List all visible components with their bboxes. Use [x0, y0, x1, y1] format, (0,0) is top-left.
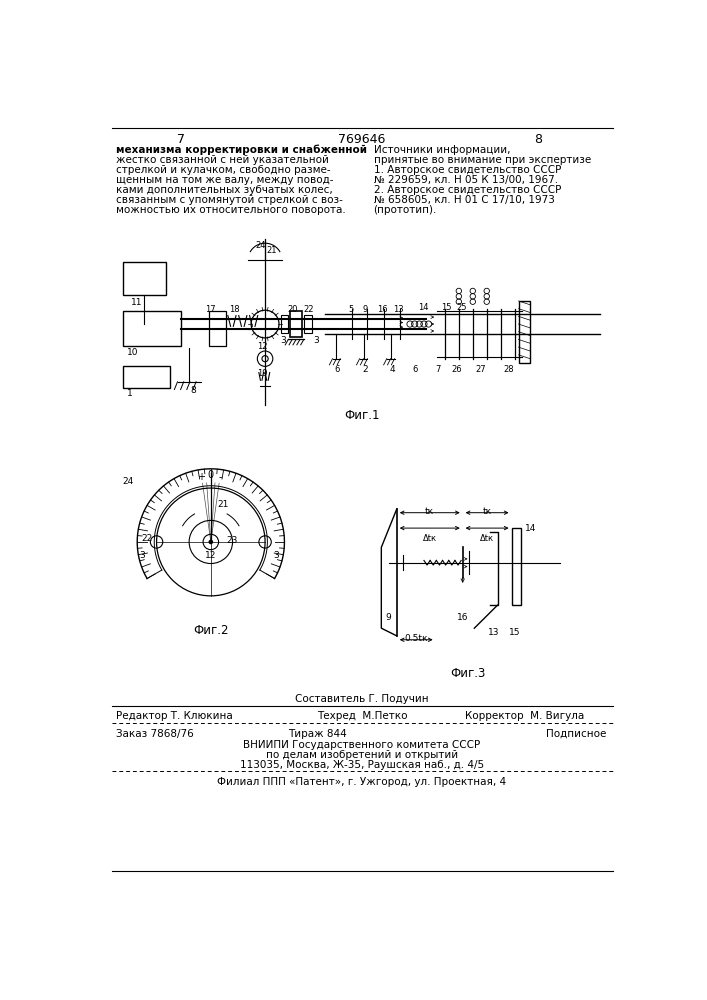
- Text: Источники информации,: Источники информации,: [373, 145, 510, 155]
- Text: (прототип).: (прототип).: [373, 205, 437, 215]
- Text: -: -: [218, 472, 222, 482]
- Text: механизма корректировки и снабженной: механизма корректировки и снабженной: [115, 145, 366, 155]
- Text: щенным на том же валу, между повод-: щенным на том же валу, между повод-: [115, 175, 333, 185]
- Text: 13: 13: [489, 628, 500, 637]
- Text: 12: 12: [204, 551, 216, 560]
- Text: 7: 7: [436, 365, 441, 374]
- Text: 15: 15: [441, 303, 452, 312]
- Text: 1: 1: [127, 389, 133, 398]
- Text: 12: 12: [257, 342, 268, 351]
- Text: Фиг.1: Фиг.1: [344, 409, 380, 422]
- Text: жестко связанной с ней указательной: жестко связанной с ней указательной: [115, 155, 328, 165]
- Text: 23: 23: [226, 536, 238, 545]
- Text: Заказ 7868/76: Заказ 7868/76: [115, 729, 193, 739]
- Bar: [512, 528, 521, 605]
- Text: связанным с упомянутой стрелкой с воз-: связанным с упомянутой стрелкой с воз-: [115, 195, 342, 205]
- Text: 9: 9: [385, 613, 391, 622]
- Text: 0.5tк: 0.5tк: [404, 634, 428, 643]
- Text: 28: 28: [503, 365, 513, 374]
- Text: tк: tк: [483, 507, 491, 516]
- Text: 3: 3: [313, 336, 319, 345]
- Bar: [123, 311, 182, 346]
- Text: tк: tк: [425, 507, 434, 516]
- Text: ВНИИПИ Государственного комитета СССР: ВНИИПИ Государственного комитета СССР: [243, 740, 481, 750]
- Text: 18: 18: [230, 305, 240, 314]
- Text: 11: 11: [131, 298, 143, 307]
- Text: № 229659, кл. Н 05 К 13/00, 1967.: № 229659, кл. Н 05 К 13/00, 1967.: [373, 175, 558, 185]
- Text: 3: 3: [281, 336, 286, 345]
- Text: Редактор Т. Клюкина: Редактор Т. Клюкина: [115, 711, 233, 721]
- Text: 6: 6: [335, 365, 340, 374]
- Text: 4: 4: [389, 365, 395, 374]
- Text: 2: 2: [362, 365, 368, 374]
- Text: по делам изобретений и открытий: по делам изобретений и открытий: [266, 750, 458, 760]
- Text: Филиал ППП «Патент», г. Ужгород, ул. Проектная, 4: Филиал ППП «Патент», г. Ужгород, ул. Про…: [217, 777, 506, 787]
- Bar: [123, 262, 166, 295]
- Text: Тираж 844: Тираж 844: [288, 729, 346, 739]
- Text: 14: 14: [418, 303, 428, 312]
- Bar: [518, 301, 530, 363]
- Text: стрелкой и кулачком, свободно разме-: стрелкой и кулачком, свободно разме-: [115, 165, 330, 175]
- Text: 3: 3: [139, 551, 145, 560]
- Text: 26: 26: [451, 365, 462, 374]
- Text: 25: 25: [457, 303, 467, 312]
- Text: 9: 9: [363, 305, 368, 314]
- Text: 8: 8: [534, 133, 542, 146]
- Text: 113035, Москва, Ж-35, Раушская наб., д. 4/5: 113035, Москва, Ж-35, Раушская наб., д. …: [240, 760, 484, 770]
- Text: Δtк: Δtк: [423, 534, 437, 543]
- Text: 19: 19: [257, 369, 268, 378]
- Text: 16: 16: [378, 305, 388, 314]
- Text: 2. Авторское свидетельство СССР: 2. Авторское свидетельство СССР: [373, 185, 561, 195]
- Text: 3: 3: [273, 551, 279, 560]
- Text: Корректор  М. Вигула: Корректор М. Вигула: [465, 711, 585, 721]
- Text: Фиг.2: Фиг.2: [193, 624, 228, 637]
- Text: Составитель Г. Подучин: Составитель Г. Подучин: [295, 694, 428, 704]
- Text: 22: 22: [304, 305, 315, 314]
- Text: 15: 15: [509, 628, 520, 637]
- Text: ками дополнительных зубчатых колес,: ками дополнительных зубчатых колес,: [115, 185, 332, 195]
- Text: № 658605, кл. Н 01 С 17/10, 1973: № 658605, кл. Н 01 С 17/10, 1973: [373, 195, 554, 205]
- Text: 769646: 769646: [338, 133, 385, 146]
- Text: Фиг.3: Фиг.3: [450, 667, 486, 680]
- Text: Подписное: Подписное: [546, 729, 606, 739]
- Text: 8: 8: [191, 386, 197, 395]
- Bar: [209, 311, 226, 346]
- Text: 1. Авторское свидетельство СССР: 1. Авторское свидетельство СССР: [373, 165, 561, 175]
- Text: 20: 20: [288, 305, 298, 314]
- Text: 27: 27: [476, 365, 486, 374]
- Text: 16: 16: [457, 613, 469, 622]
- Text: 21: 21: [267, 246, 277, 255]
- Bar: [290, 311, 303, 337]
- Bar: [281, 315, 288, 333]
- Text: 5: 5: [348, 305, 354, 314]
- Text: 24: 24: [255, 241, 266, 250]
- Text: 6: 6: [412, 365, 418, 374]
- Text: 14: 14: [525, 524, 536, 533]
- Text: 7: 7: [177, 133, 185, 146]
- Text: Техред  М.Петко: Техред М.Петко: [317, 711, 407, 721]
- Text: 17: 17: [204, 305, 215, 314]
- Text: принятые во внимание при экспертизе: принятые во внимание при экспертизе: [373, 155, 591, 165]
- Bar: [304, 315, 312, 333]
- Text: 21: 21: [217, 500, 228, 509]
- Text: 22: 22: [141, 534, 153, 543]
- Text: 13: 13: [393, 305, 404, 314]
- Text: 24: 24: [122, 477, 134, 486]
- Text: можностью их относительного поворота.: можностью их относительного поворота.: [115, 205, 345, 215]
- Text: +: +: [197, 472, 206, 482]
- Text: Δtк: Δtк: [480, 534, 494, 543]
- Circle shape: [209, 540, 213, 544]
- Text: 0: 0: [208, 470, 214, 480]
- Text: 10: 10: [127, 348, 139, 357]
- Bar: [123, 366, 170, 388]
